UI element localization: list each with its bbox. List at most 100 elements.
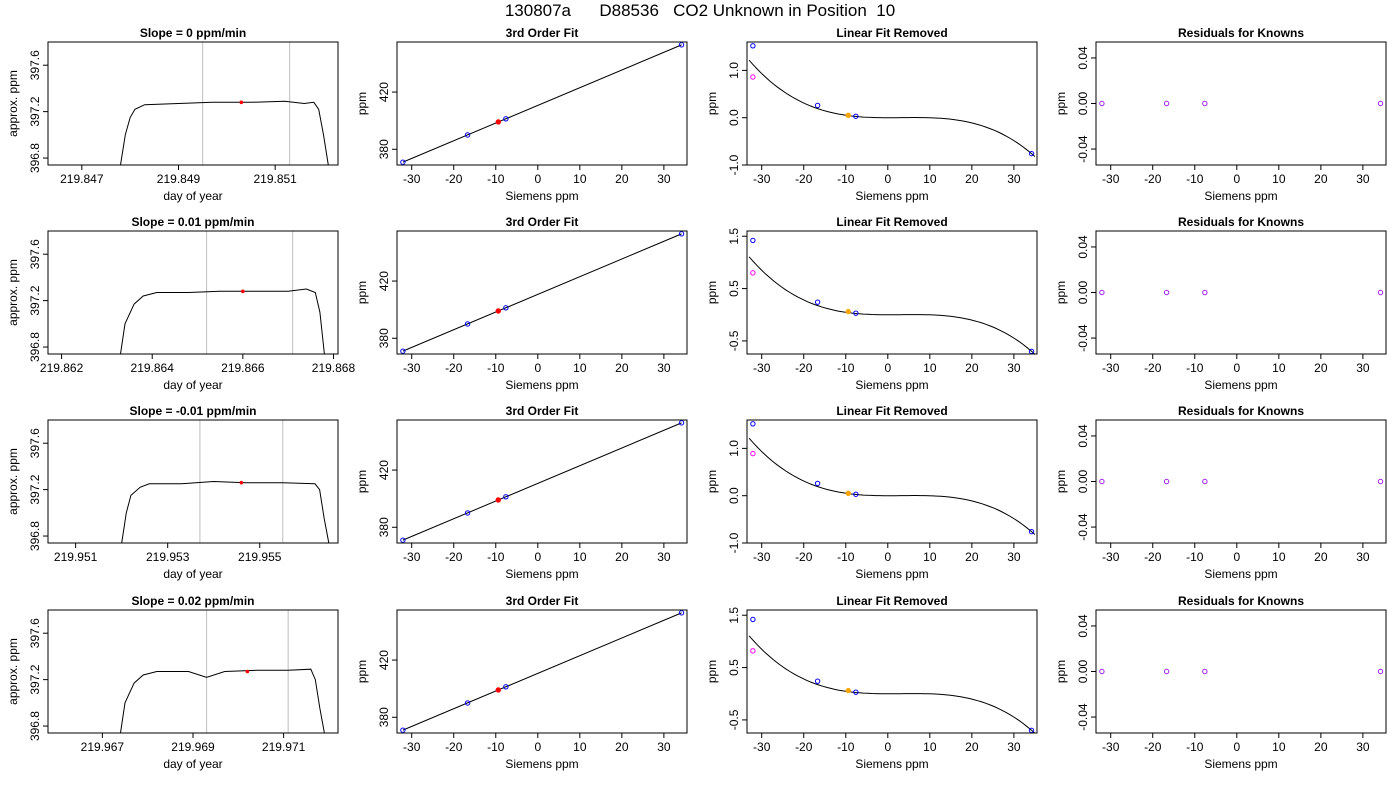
residual-point-1 xyxy=(1099,100,1105,107)
y-tick-label: 397.2 xyxy=(28,474,42,504)
known-point-1 xyxy=(750,421,756,427)
x-tick-label: 20 xyxy=(1314,172,1328,186)
known-point-4 xyxy=(678,42,685,48)
x-tick-label: -10 xyxy=(1186,172,1204,186)
x-tick-label: -10 xyxy=(837,550,855,564)
plot-area xyxy=(400,610,685,733)
y-tick-label: 397.2 xyxy=(28,96,42,126)
y-axis-label: ppm xyxy=(705,660,719,683)
reference-point xyxy=(750,450,756,457)
panel-title: 3rd Order Fit xyxy=(506,215,579,229)
plot-area xyxy=(1099,100,1384,107)
x-tick-label: -20 xyxy=(1144,740,1162,754)
x-tick-label: -10 xyxy=(487,740,505,754)
x-tick-label: 20 xyxy=(615,172,629,186)
y-tick-label: 0.5 xyxy=(727,659,741,676)
y-axis-label: ppm xyxy=(1054,470,1068,493)
panel-title: 3rd Order Fit xyxy=(506,26,579,40)
y-tick-label: -0.04 xyxy=(1076,703,1090,731)
known-point-1 xyxy=(400,159,406,165)
run-id: 130807a xyxy=(504,1,572,20)
x-tick-label: 30 xyxy=(1007,550,1021,564)
known-point-1 xyxy=(400,537,406,543)
fit-line xyxy=(402,233,682,352)
y-axis-label: approx. ppm xyxy=(6,448,20,515)
x-tick-label: 20 xyxy=(1314,550,1328,564)
y-tick-label: 1.5 xyxy=(727,607,741,624)
panel-r3-c2: -30 -20 -10 0 10 20 30 380 420 3rd Order Fit Sieme… xyxy=(355,404,688,581)
plot-area xyxy=(400,231,685,354)
panel-title: Slope = 0.01 ppm/min xyxy=(131,215,254,229)
y-tick-label: 396.8 xyxy=(28,143,42,173)
plot-area xyxy=(120,610,325,733)
x-tick-label: 219.864 xyxy=(131,361,175,375)
x-tick-label: -30 xyxy=(1102,740,1120,754)
panel-title: 3rd Order Fit xyxy=(506,594,579,608)
instrument-id: D88536 xyxy=(599,1,659,20)
panel-title: Linear Fit Removed xyxy=(836,404,947,418)
unknown-average-point xyxy=(239,100,244,105)
y-axis-label: approx. ppm xyxy=(6,70,20,137)
known-point-2 xyxy=(814,678,821,684)
x-tick-label: -30 xyxy=(1102,361,1120,375)
x-tick-label: 0 xyxy=(884,172,891,186)
x-tick-label: 20 xyxy=(615,361,629,375)
y-tick-label: 0.04 xyxy=(1076,614,1090,638)
plot-area xyxy=(1099,668,1384,675)
plot-frame xyxy=(396,230,688,355)
residual-point-3 xyxy=(1202,478,1208,485)
known-point-2 xyxy=(814,480,821,487)
panel-title: Linear Fit Removed xyxy=(836,26,947,40)
x-tick-label: 30 xyxy=(1356,172,1370,186)
x-tick-label: -30 xyxy=(1102,550,1120,564)
residual-point-2 xyxy=(1163,289,1170,296)
x-tick-label: -10 xyxy=(487,550,505,564)
known-point-3 xyxy=(503,684,509,690)
x-tick-label: -20 xyxy=(1144,550,1162,564)
panel-r3-c3: -30 -20 -10 0 10 20 30 -1.0 0.0 1.0 Linear Fit Rem… xyxy=(705,404,1038,581)
x-tick-label: 0 xyxy=(884,361,891,375)
x-tick-label: 219.951 xyxy=(54,550,98,564)
x-tick-label: 219.953 xyxy=(146,550,190,564)
x-axis-label: Siemens ppm xyxy=(1204,757,1277,771)
y-tick-label: 0.0 xyxy=(727,487,741,504)
y-tick-label: 396.8 xyxy=(28,711,42,741)
y-tick-label: -0.04 xyxy=(1076,135,1090,163)
y-tick-label: -0.04 xyxy=(1076,324,1090,352)
x-tick-label: -20 xyxy=(445,172,463,186)
known-point-1 xyxy=(750,237,756,244)
x-tick-label: 20 xyxy=(965,172,979,186)
y-tick-label: 380 xyxy=(377,328,391,348)
known-point-3 xyxy=(503,494,509,500)
panel-r4-c4: -30 -20 -10 0 10 20 30 -0.04 0.00 0.04 Residuals f… xyxy=(1054,594,1387,771)
y-tick-label: 397.2 xyxy=(28,285,42,315)
known-point-4 xyxy=(678,610,685,616)
panel-r4-c1: 219.967 219.969 219.971 396.8 397.2 397.6 Slop… xyxy=(6,594,339,771)
plot-frame xyxy=(1095,41,1387,166)
y-tick-label: 397.6 xyxy=(28,618,42,648)
known-point-3 xyxy=(853,491,859,497)
plot-area xyxy=(748,43,1036,157)
panel-title: Residuals for Knowns xyxy=(1178,26,1304,40)
plot-frame xyxy=(1095,609,1387,734)
y-tick-label: 0.00 xyxy=(1076,91,1090,115)
panel-r4-c2: -30 -20 -10 0 10 20 30 380 420 3rd Order Fit Sieme… xyxy=(355,594,688,771)
panel-r4-c3: -30 -20 -10 0 10 20 30 -0.5 0.5 1.5 Linear Fit Rem… xyxy=(705,594,1038,771)
plot-frame xyxy=(47,230,339,355)
x-tick-label: -10 xyxy=(487,172,505,186)
y-axis-label: ppm xyxy=(705,92,719,115)
x-axis-label: Siemens ppm xyxy=(505,189,578,203)
y-axis-label: ppm xyxy=(705,470,719,493)
residual-point-4 xyxy=(1377,289,1384,296)
panel-title: Slope = 0 ppm/min xyxy=(140,26,246,40)
unknown-point xyxy=(845,490,851,497)
panel-r2-c1: 219.862 219.864 219.866 219.868 396.8 397.2 39… xyxy=(6,215,355,392)
y-tick-label: -1.0 xyxy=(727,532,741,553)
x-tick-label: 10 xyxy=(573,550,587,564)
x-tick-label: -30 xyxy=(753,550,771,564)
y-tick-label: 0.04 xyxy=(1076,46,1090,70)
y-tick-label: -0.04 xyxy=(1076,513,1090,541)
x-tick-label: 219.849 xyxy=(157,172,201,186)
panel-r3-c4: -30 -20 -10 0 10 20 30 -0.04 0.00 0.04 Residuals f… xyxy=(1054,404,1387,581)
panel-r2-c3: -30 -20 -10 0 10 20 30 -0.5 0.5 1.5 Linear Fit Rem… xyxy=(705,215,1038,392)
